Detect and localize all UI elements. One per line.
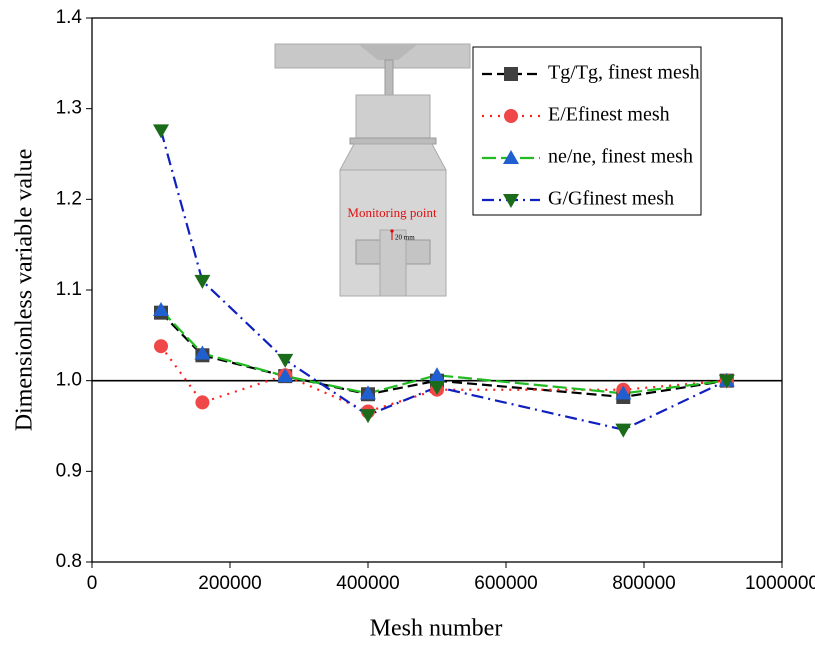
y-tick-label: 0.8 [56, 551, 82, 572]
y-tick-label: 0.9 [56, 460, 82, 481]
marker [615, 424, 631, 438]
y-tick-label: 1.4 [56, 7, 83, 28]
marker [504, 67, 518, 81]
chart: Monitoring point 20 mm Mesh number Dimen… [0, 0, 815, 646]
marker [195, 395, 209, 409]
marker [504, 109, 518, 123]
x-tick-label: 600000 [474, 573, 537, 594]
legend-label: ne/ne, finest mesh [548, 146, 693, 168]
legend-label: G/Gfinest mesh [548, 188, 674, 210]
x-tick-label: 400000 [336, 573, 399, 594]
legend-label: Tg/Tg, finest mesh [548, 62, 700, 84]
inset-drawing: Monitoring point 20 mm [275, 44, 470, 296]
x-tick-label: 0 [87, 573, 98, 594]
marker [194, 275, 210, 289]
annotation: Monitoring point [347, 205, 437, 220]
x-tick-label: 800000 [612, 573, 675, 594]
y-tick-label: 1.3 [56, 98, 82, 119]
x-tick-label: 1000000 [745, 573, 815, 594]
y-tick-label: 1.0 [56, 370, 82, 391]
marker [277, 354, 293, 368]
x-axis-label: Mesh number [370, 616, 503, 642]
marker [153, 124, 169, 138]
y-tick-label: 1.1 [56, 279, 82, 300]
y-axis-label: Dimensionless variable value [12, 149, 38, 432]
marker [360, 409, 376, 423]
annotation: 20 mm [395, 234, 415, 242]
x-tick-label: 200000 [198, 573, 261, 594]
legend-label: E/Efinest mesh [548, 104, 670, 126]
y-tick-label: 1.2 [56, 188, 82, 209]
marker [154, 339, 168, 353]
